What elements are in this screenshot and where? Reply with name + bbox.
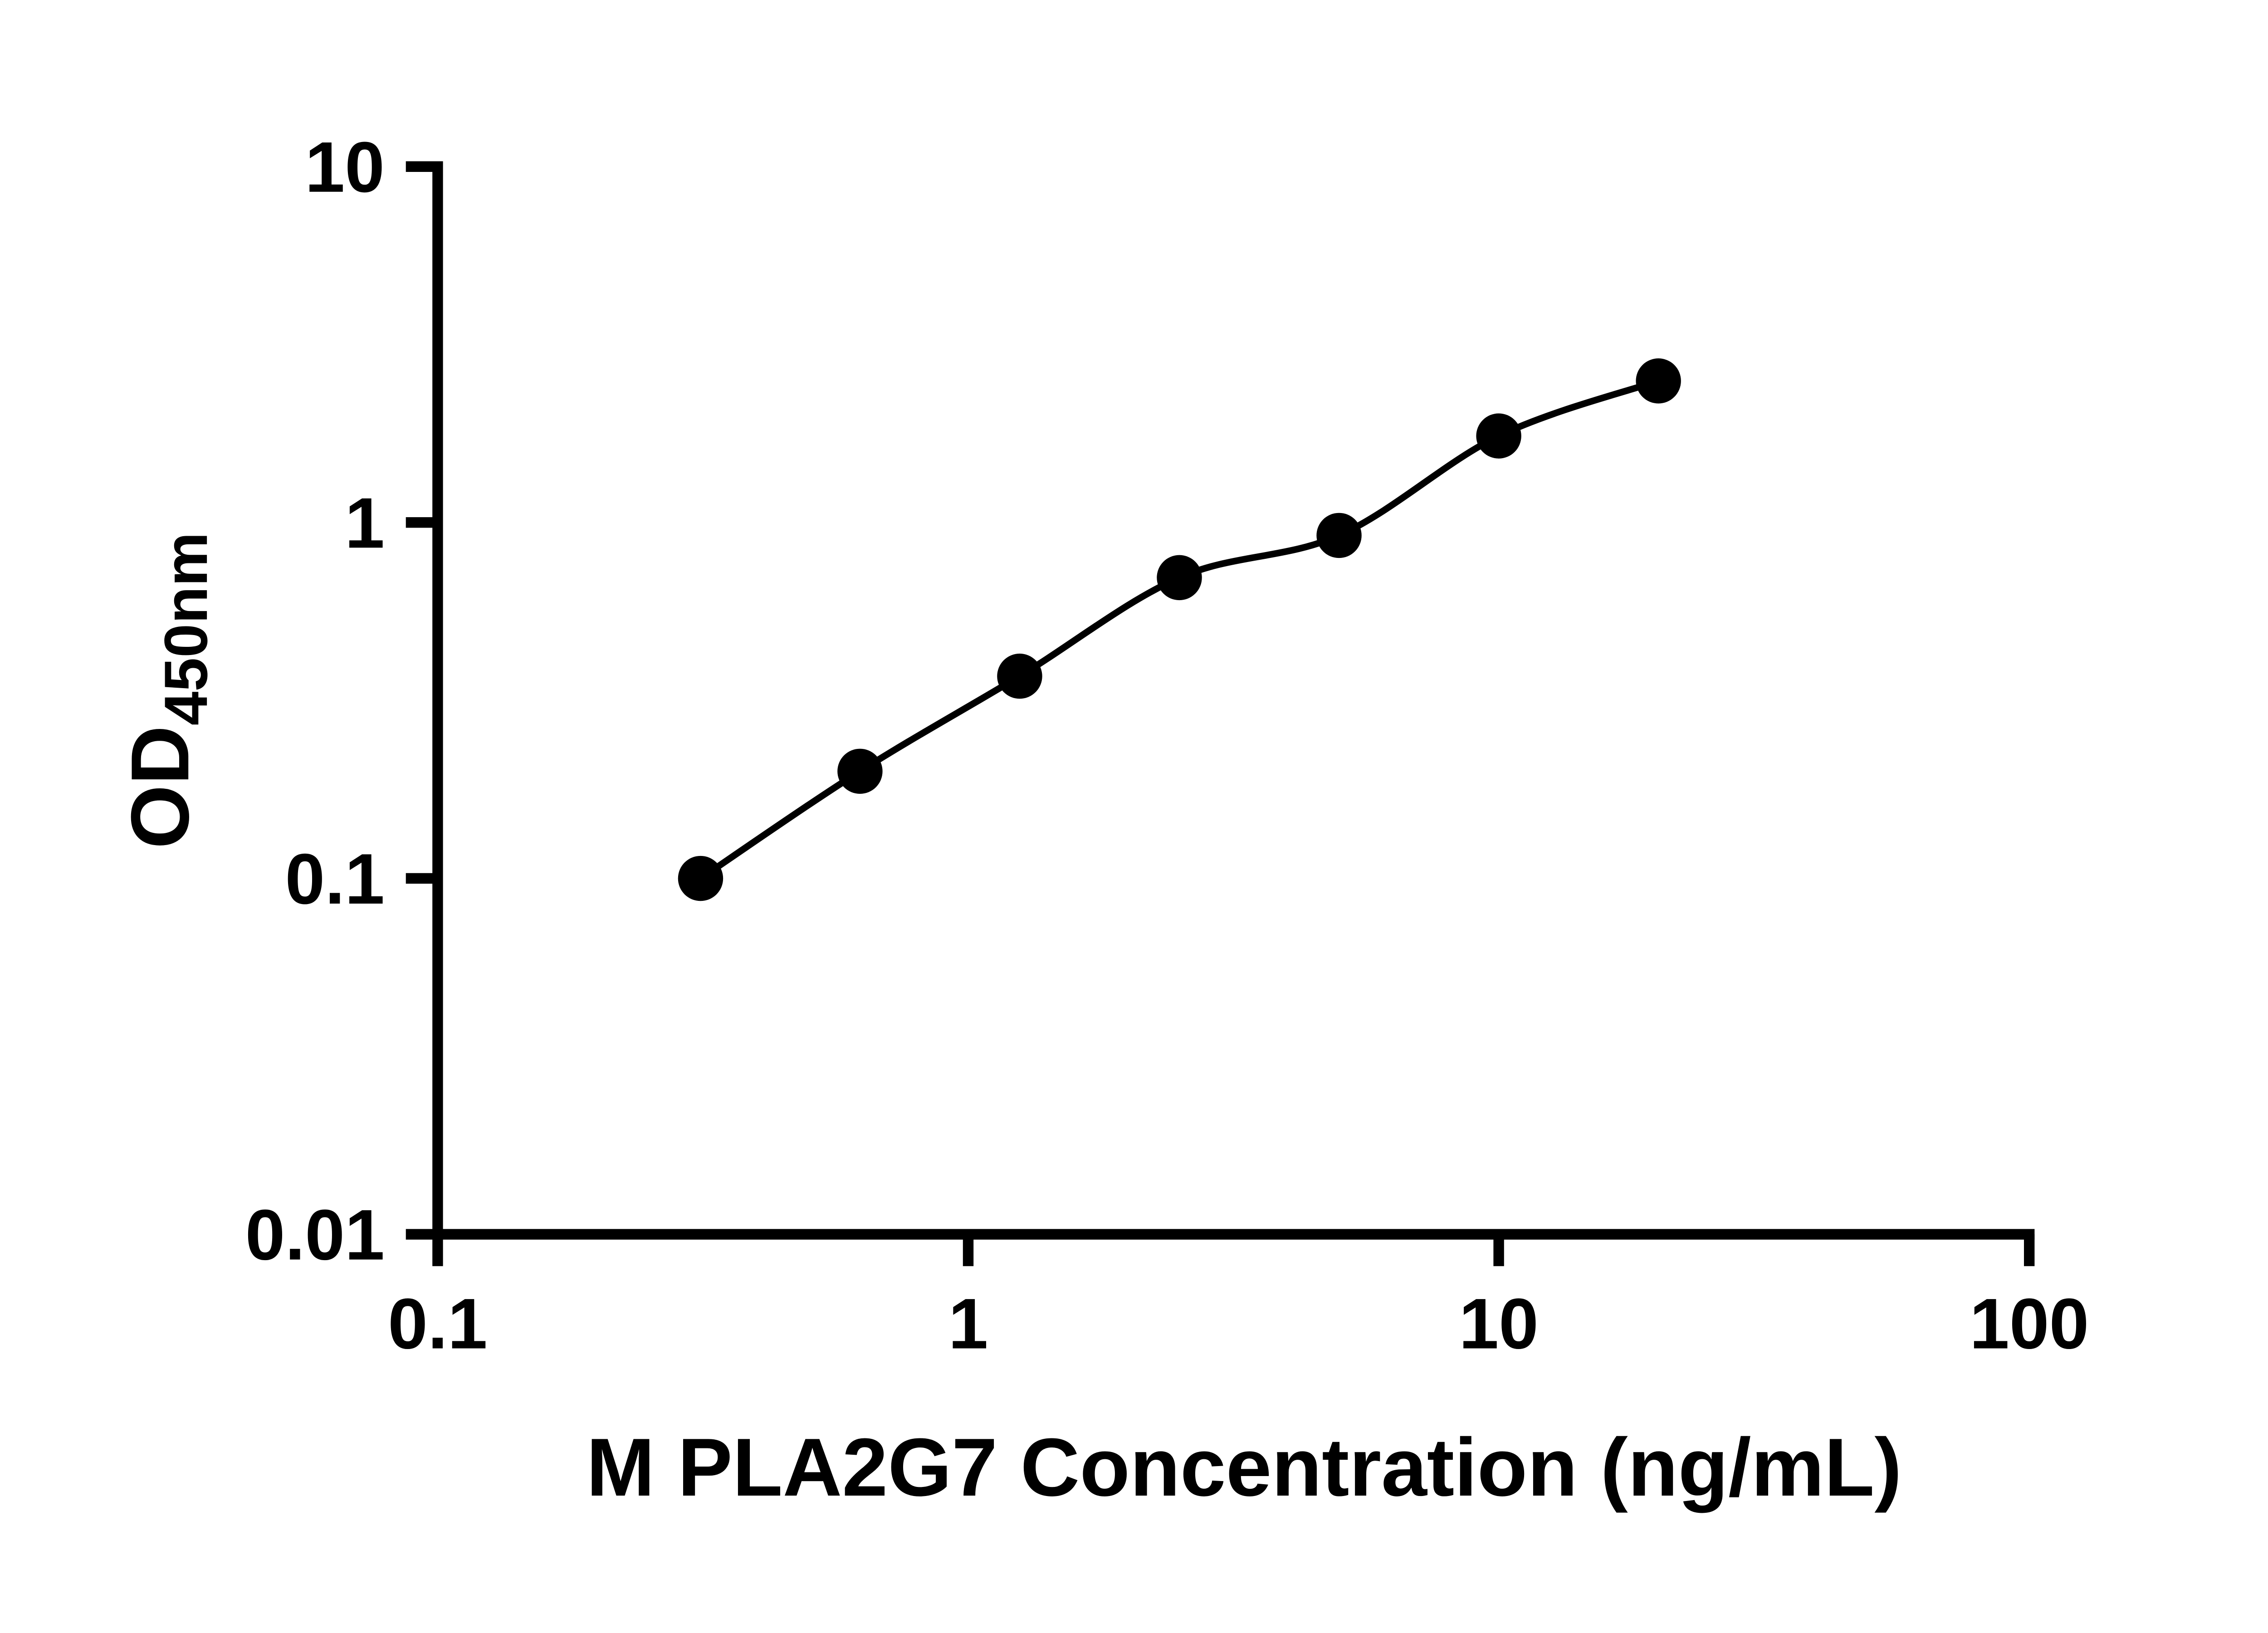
y-axis-title-main: OD [114, 725, 206, 849]
x-axis-title: M PLA2G7 Concentration (ng/mL) [587, 1422, 1902, 1513]
data-point-marker [1636, 358, 1681, 404]
x-tick-label: 10 [1459, 1284, 1539, 1364]
standard-curve-line [699, 377, 1660, 881]
y-tick-label: 10 [305, 127, 385, 207]
data-point-marker [1316, 513, 1362, 558]
x-tick-label: 1 [948, 1284, 988, 1364]
y-axis-title-subscript: 450nm [152, 532, 220, 725]
data-point-marker [837, 748, 883, 794]
y-tick-label: 1 [345, 483, 385, 563]
x-tick-label: 100 [1970, 1284, 2089, 1364]
data-point-marker [997, 653, 1042, 699]
y-tick-label: 0.01 [245, 1195, 385, 1275]
axis-spine [432, 161, 2035, 1240]
svg-text:OD450nm: OD450nm [114, 532, 220, 849]
data-point-marker [1476, 413, 1521, 459]
data-point-marker [678, 856, 723, 901]
y-axis-title: OD450nm [114, 532, 220, 849]
data-point-marker [1157, 555, 1202, 601]
x-tick-label: 0.1 [388, 1284, 487, 1364]
y-tick-label: 0.1 [285, 839, 384, 919]
